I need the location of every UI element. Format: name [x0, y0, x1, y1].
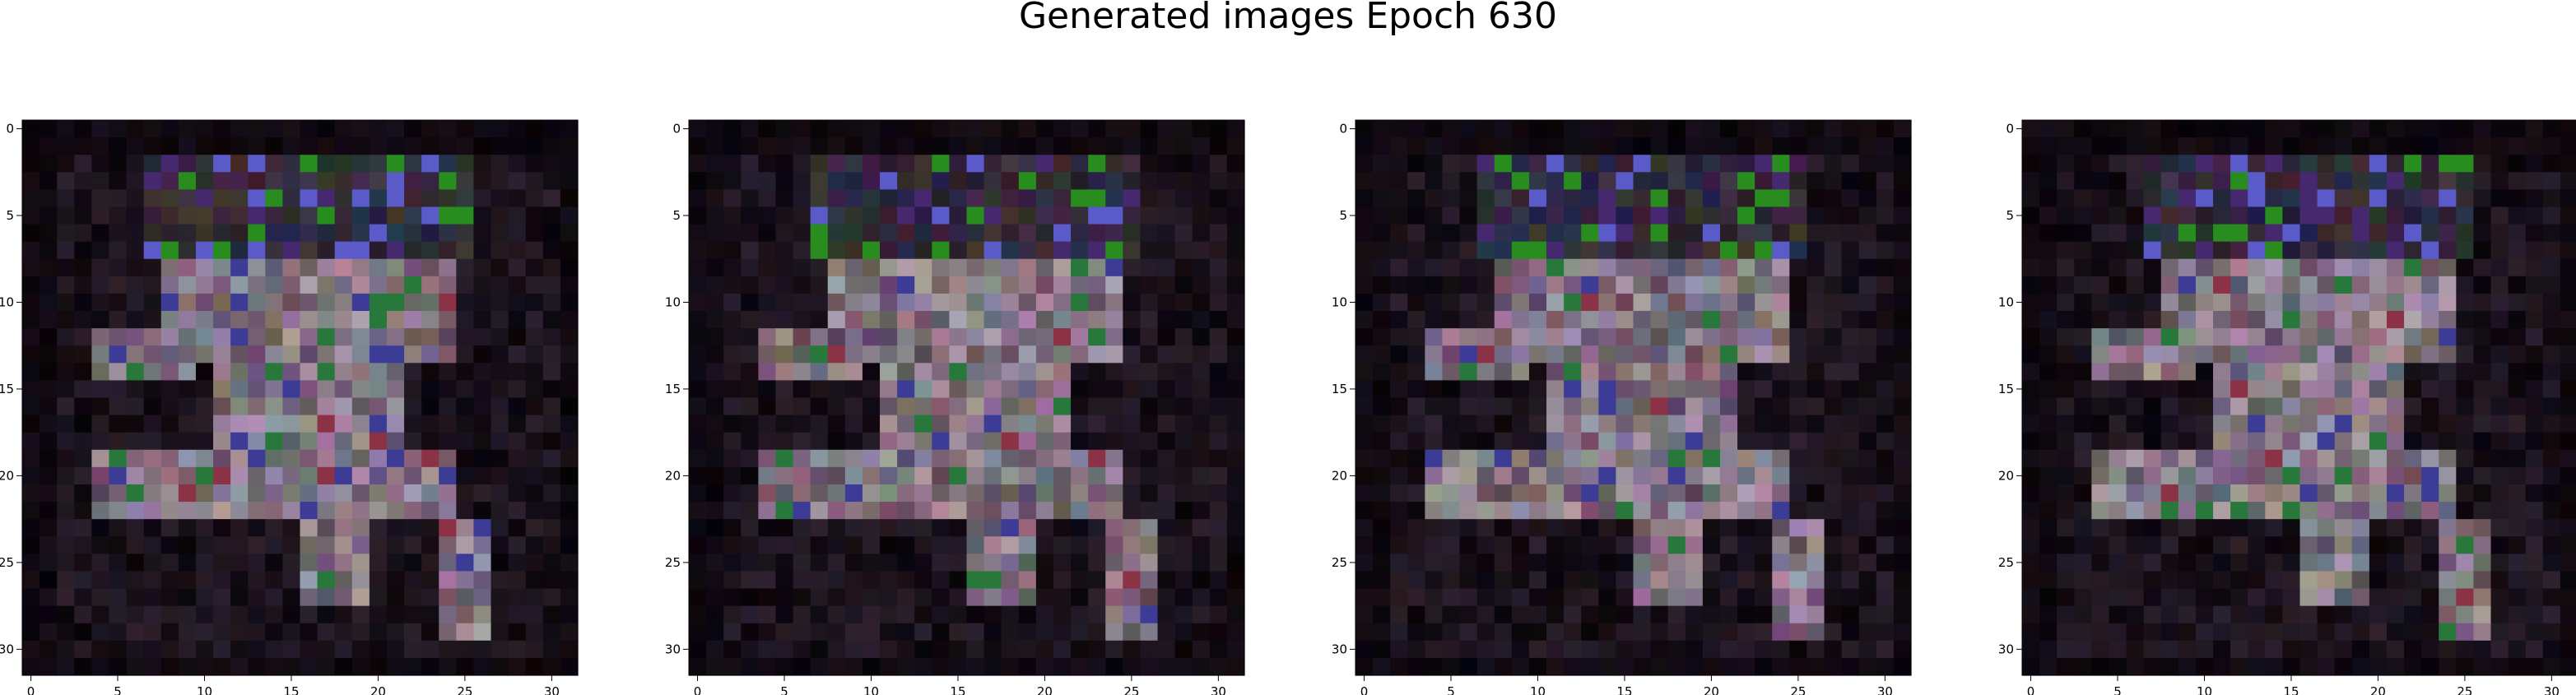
x-tick-label: 30: [544, 684, 560, 695]
x-tick-label: 5: [2113, 684, 2122, 695]
x-tick-label: 20: [2370, 684, 2386, 695]
x-tick-label: 15: [1616, 684, 1632, 695]
y-tick-label: 20: [0, 468, 14, 483]
y-tick-label: 25: [1998, 555, 2014, 570]
x-tick-label: 5: [1447, 684, 1455, 695]
image-panel-2: 0 5 10 15 20 25 30 0 5 10 15 20 25 30: [665, 119, 1245, 695]
y-tick-label: 20: [665, 468, 681, 483]
image-panel-3: 0 5 10 15 20 25 30 0 5 10 15 20 25 30: [1332, 119, 1912, 695]
y-tick-label: 20: [1998, 468, 2014, 483]
x-tick-label: 30: [1211, 684, 1226, 695]
y-tick-label: 5: [1339, 208, 1347, 223]
x-tick-label: 5: [114, 684, 122, 695]
y-tick-label: 30: [665, 642, 681, 656]
x-tick-label: 25: [2457, 684, 2472, 695]
x-tick-label: 20: [1037, 684, 1053, 695]
x-tick-label: 25: [457, 684, 472, 695]
y-tick-label: 25: [665, 555, 681, 570]
y-tick-label: 0: [2006, 122, 2014, 137]
x-tick-label: 30: [2544, 684, 2560, 695]
x-tick-label: 15: [283, 684, 299, 695]
image-pixels: [689, 120, 1245, 676]
x-tick-label: 25: [1123, 684, 1139, 695]
y-tick-label: 25: [1332, 555, 1347, 570]
y-tick-label: 0: [1339, 122, 1347, 137]
y-tick-label: 10: [1332, 294, 1347, 309]
x-tick-label: 0: [2027, 684, 2035, 695]
y-tick-label: 15: [1998, 382, 2014, 396]
y-tick-label: 20: [1332, 468, 1347, 483]
y-tick-label: 10: [1998, 294, 2014, 309]
x-tick-label: 15: [950, 684, 965, 695]
x-tick-label: 0: [27, 684, 35, 695]
x-tick-label: 10: [863, 684, 879, 695]
y-tick-label: 0: [6, 122, 14, 137]
y-tick-label: 15: [1332, 382, 1347, 396]
image-pixels: [22, 120, 579, 676]
x-tick-label: 0: [1360, 684, 1369, 695]
image-pixels: [1355, 120, 1912, 676]
x-tick-label: 20: [1704, 684, 1719, 695]
y-tick-label: 5: [6, 208, 14, 223]
y-tick-label: 25: [0, 555, 14, 570]
x-tick-label: 10: [1530, 684, 1546, 695]
image-pixels: [2022, 120, 2576, 676]
x-tick-label: 0: [694, 684, 702, 695]
x-tick-label: 25: [1790, 684, 1806, 695]
y-tick-label: 10: [0, 294, 14, 309]
y-tick-label: 5: [672, 208, 681, 223]
image-panel-1: 0 5 10 15 20 25 30 0 5 10 15 20 25 30: [0, 119, 579, 695]
axes-frame: [2021, 119, 2576, 676]
y-tick-label: 30: [0, 642, 14, 656]
x-tick-label: 30: [1877, 684, 1893, 695]
y-tick-label: 0: [672, 122, 681, 137]
axes-frame: [21, 119, 579, 676]
x-tick-label: 10: [2197, 684, 2212, 695]
y-tick-label: 15: [0, 382, 14, 396]
axes-frame: [688, 119, 1245, 676]
y-tick-label: 15: [665, 382, 681, 396]
x-tick-label: 20: [370, 684, 386, 695]
y-tick-label: 10: [665, 294, 681, 309]
y-tick-label: 30: [1332, 642, 1347, 656]
y-tick-label: 5: [2006, 208, 2014, 223]
image-panel-4: 0 5 10 15 20 25 30 0 5 10 15 20 25 30: [1998, 119, 2576, 695]
axes-frame: [1355, 119, 1912, 676]
x-tick-label: 5: [780, 684, 788, 695]
y-tick-label: 30: [1998, 642, 2014, 656]
x-tick-label: 15: [2283, 684, 2299, 695]
figure-title: Generated images Epoch 630: [1018, 0, 1558, 37]
x-tick-label: 10: [197, 684, 212, 695]
